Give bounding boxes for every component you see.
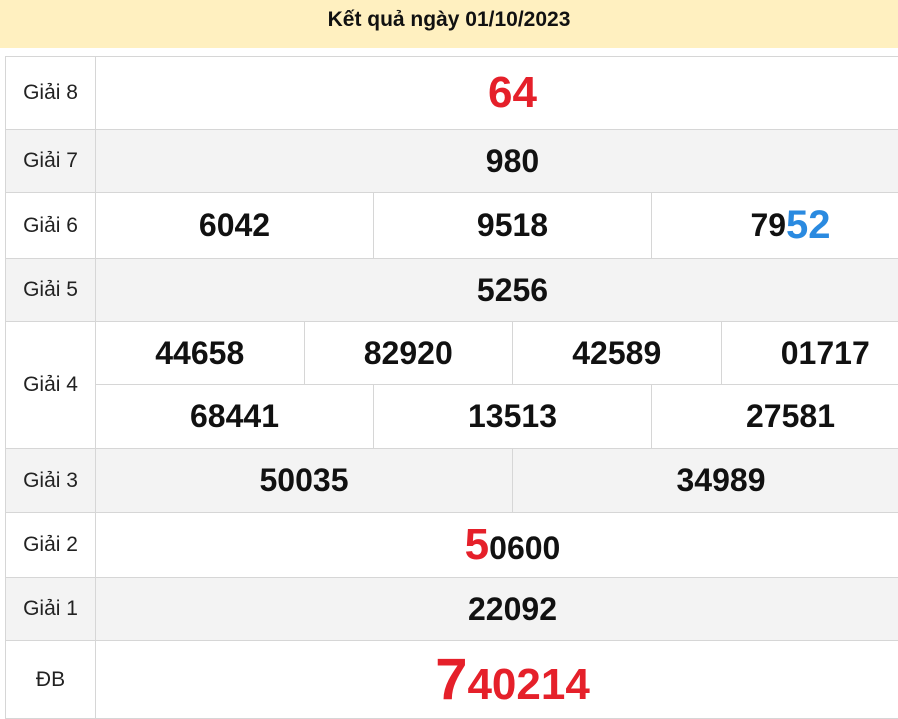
- prize-label: Giải 2: [6, 513, 96, 578]
- prize-value: 980: [96, 130, 898, 193]
- prize-label: Giải 4: [6, 322, 96, 449]
- row-dac-biet: ĐB 740214: [6, 641, 898, 719]
- row-giai-8: Giải 8 64: [6, 57, 898, 130]
- row-giai-5: Giải 5 5256: [6, 259, 898, 322]
- prize-label: Giải 3: [6, 449, 96, 513]
- value-rest: 40214: [467, 660, 589, 709]
- row-giai-1: Giải 1 22092: [6, 578, 898, 641]
- row-giai-2: Giải 2 50600: [6, 513, 898, 578]
- prize-value: 64: [96, 57, 898, 130]
- value-rest: 0600: [489, 530, 560, 566]
- value-highlight: 52: [786, 203, 831, 248]
- prize-label: Giải 5: [6, 259, 96, 322]
- row-giai-4: Giải 4 44658 82920 42589 01717: [6, 322, 898, 385]
- value-highlight: 5: [465, 520, 489, 569]
- prize-label: Giải 6: [6, 193, 96, 259]
- prize-value: 50600: [96, 513, 898, 578]
- prize-value: 9518: [373, 193, 651, 258]
- prize-value: 740214: [96, 641, 898, 719]
- prize-label: Giải 7: [6, 130, 96, 193]
- results-table: Giải 8 64 Giải 7 980 Giải 6 6042 9518 79…: [5, 56, 898, 719]
- prize-value: 34989: [512, 449, 898, 512]
- prize-value: 01717: [721, 322, 898, 384]
- prize-label: Giải 1: [6, 578, 96, 641]
- prize-value: 13513: [373, 385, 651, 448]
- results-date-header: Kết quả ngày 01/10/2023: [0, 0, 898, 48]
- prize-label: ĐB: [6, 641, 96, 719]
- prize-value: 42589: [512, 322, 721, 384]
- prize-value: 44658: [96, 322, 304, 384]
- row-giai-4b: 68441 13513 27581: [6, 385, 898, 449]
- row-giai-7: Giải 7 980: [6, 130, 898, 193]
- value-prefix: 79: [750, 207, 786, 244]
- prize-value: 27581: [651, 385, 898, 448]
- prize-value: 82920: [304, 322, 513, 384]
- prize-value: 6042: [96, 193, 373, 258]
- row-giai-3: Giải 3 50035 34989: [6, 449, 898, 513]
- value-highlight: 7: [435, 647, 467, 712]
- prize-value: 5256: [96, 259, 898, 322]
- prize-value: 68441: [96, 385, 373, 448]
- prize-value: 22092: [96, 578, 898, 641]
- prize-value: 50035: [96, 449, 512, 512]
- prize-label: Giải 8: [6, 57, 96, 130]
